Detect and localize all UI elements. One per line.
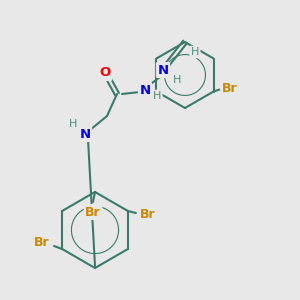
Text: Br: Br xyxy=(85,206,101,218)
Text: N: N xyxy=(140,83,151,97)
Text: H: H xyxy=(153,91,161,101)
Text: H: H xyxy=(173,75,181,85)
Text: Br: Br xyxy=(34,236,50,250)
Text: H: H xyxy=(69,119,77,129)
Text: Br: Br xyxy=(222,82,237,95)
Text: O: O xyxy=(99,67,111,80)
Text: Br: Br xyxy=(140,208,156,221)
Text: N: N xyxy=(158,64,169,76)
Text: H: H xyxy=(191,47,199,57)
Text: N: N xyxy=(80,128,91,140)
